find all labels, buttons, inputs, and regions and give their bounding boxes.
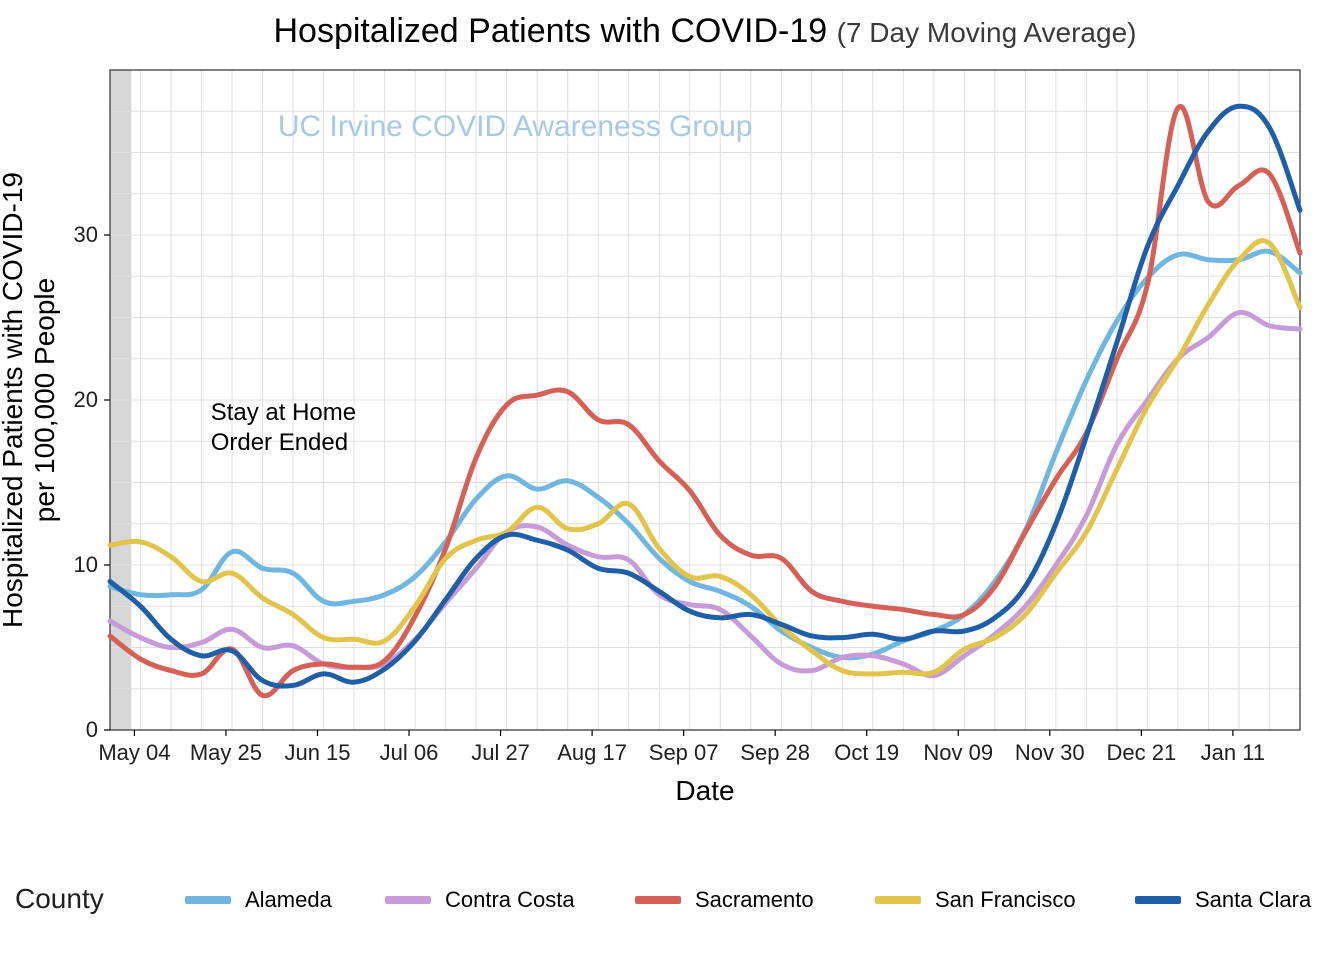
- title-main: Hospitalized Patients with COVID-19: [274, 12, 837, 50]
- y-tick-label: 30: [74, 222, 98, 247]
- watermark: UC Irvine COVID Awareness Group: [278, 110, 753, 143]
- legend-label-santa-clara: Santa Clara: [1195, 887, 1312, 912]
- y-tick-label: 0: [86, 717, 98, 742]
- x-tick-label: Jun 15: [284, 740, 350, 765]
- series-line-san-francisco: [110, 241, 1300, 674]
- series-line-santa-clara: [110, 106, 1300, 686]
- legend-label-alameda: Alameda: [245, 887, 333, 912]
- x-tick-label: Jul 06: [380, 740, 439, 765]
- chart-svg: 0 10 20 30 May 04 May 25 Jun 15 Jul 06 Jul 27 Aug…: [0, 0, 1344, 960]
- x-tick-label: Sep 28: [740, 740, 810, 765]
- x-tick-label: Aug 17: [557, 740, 627, 765]
- legend-swatch-sacramento: [635, 896, 681, 904]
- legend-label-san-francisco: San Francisco: [935, 887, 1076, 912]
- series-line-contra-costa: [110, 312, 1300, 675]
- legend-swatch-santa-clara: [1135, 896, 1181, 904]
- x-tick-label: Oct 19: [834, 740, 899, 765]
- annotation-line1: Stay at Home: [211, 399, 356, 426]
- annotation-line2: Order Ended: [211, 429, 348, 456]
- y-tick-label: 10: [74, 552, 98, 577]
- legend-swatch-alameda: [185, 896, 231, 904]
- x-tick-label: Jul 27: [471, 740, 530, 765]
- y-tick-label: 20: [74, 387, 98, 412]
- legend-swatch-contra-costa: [385, 896, 431, 904]
- x-tick-label: Dec 21: [1106, 740, 1176, 765]
- y-axis-label: Hospitalized Patients with COVID-19per 1…: [0, 172, 60, 628]
- x-tick-label: Nov 09: [923, 740, 993, 765]
- legend-label-sacramento: Sacramento: [695, 887, 814, 912]
- x-tick-label: May 25: [190, 740, 262, 765]
- legend-label-contra-costa: Contra Costa: [445, 887, 575, 912]
- x-axis-label: Date: [675, 775, 734, 806]
- x-tick-label: Nov 30: [1015, 740, 1085, 765]
- x-tick-label: May 04: [98, 740, 170, 765]
- x-tick-label: Jan 11: [1201, 740, 1265, 765]
- x-tick-label: Sep 07: [649, 740, 719, 765]
- legend-title: County: [15, 883, 104, 914]
- legend: County Alameda Contra Costa Sacramento San F…: [15, 883, 1312, 914]
- title-sub: (7 Day Moving Average): [837, 17, 1137, 48]
- legend-swatch-san-francisco: [875, 896, 921, 904]
- chart-title: Hospitalized Patients with COVID-19 (7 D…: [274, 12, 1137, 50]
